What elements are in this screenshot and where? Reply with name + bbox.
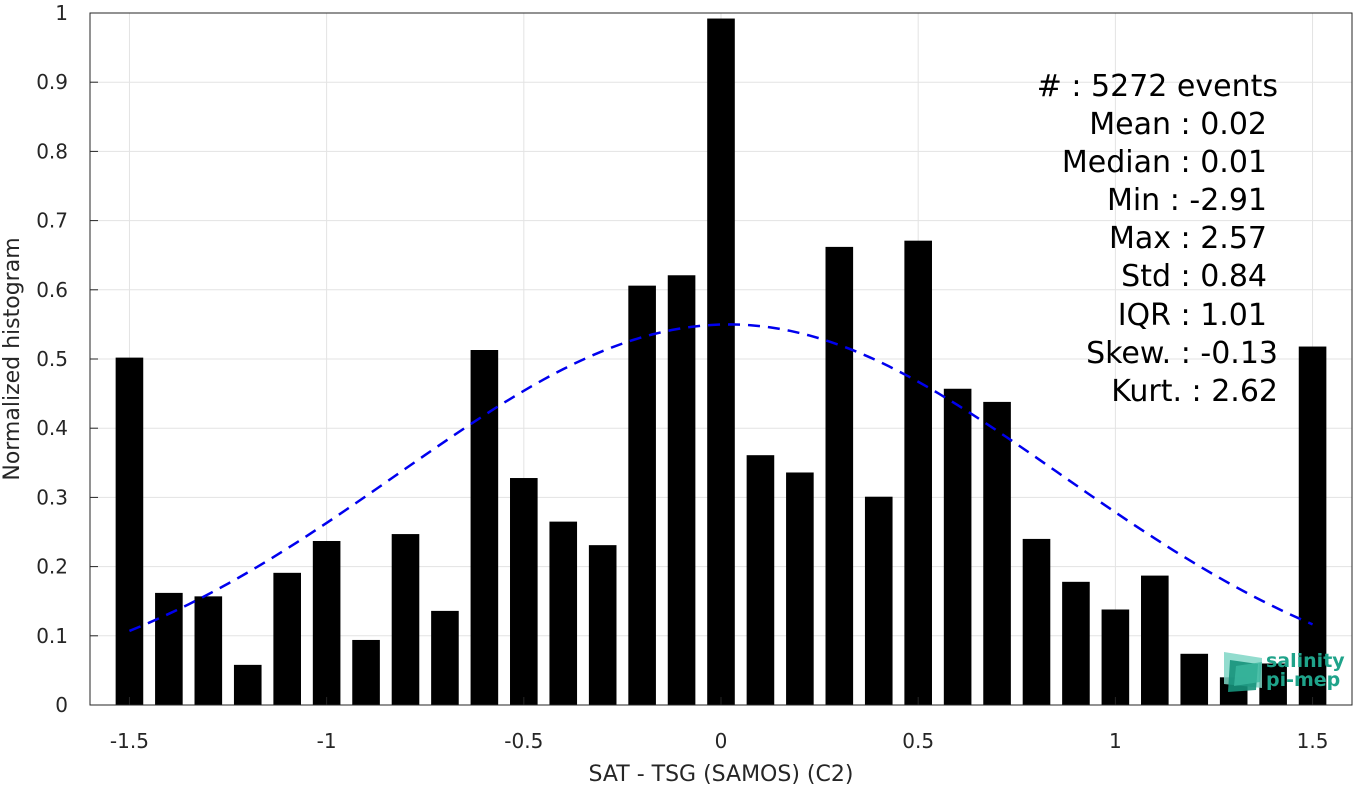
x-tick-label: 0 [715, 729, 728, 753]
stat-min: Min : -2.91 [1107, 183, 1267, 218]
x-tick-label: 0.5 [902, 729, 934, 753]
histogram-bar [786, 472, 814, 705]
statistics-box: # : 5272 events Mean : 0.02 Median : 0.0… [1037, 69, 1278, 409]
histogram-bar [1141, 575, 1169, 705]
x-axis-ticks: -1.5 -1 -0.5 0 0.5 1 1.5 [110, 697, 1329, 753]
histogram-bar [943, 388, 972, 705]
salinity-pimep-logo-icon [1224, 652, 1262, 692]
y-tick-label: 0 [55, 693, 68, 717]
histogram-bar [588, 545, 617, 705]
stat-mean: Mean : 0.02 [1089, 107, 1267, 142]
normal-fit-curve [128, 323, 1314, 633]
histogram-bar [510, 478, 538, 705]
stat-iqr: IQR : 1.01 [1118, 298, 1267, 333]
y-tick-label: 0.2 [36, 555, 68, 579]
histogram-bar [1298, 346, 1327, 705]
histogram-bar [667, 275, 696, 705]
logo-line-1: salinity [1266, 650, 1345, 672]
histogram-bar [352, 639, 380, 705]
y-tick-label: 0.5 [36, 347, 68, 371]
histogram-bar [1101, 609, 1130, 705]
y-axis-ticks: 0 0.1 0.2 0.3 0.4 0.5 0.6 0.7 0.8 0.9 1 [36, 1, 98, 717]
x-tick-label: -0.5 [504, 729, 543, 753]
salinity-pimep-logo: salinity pi-mep [1224, 650, 1345, 692]
y-tick-label: 0.7 [36, 209, 68, 233]
histogram-bar [825, 246, 854, 705]
histogram-bar [628, 285, 656, 705]
histogram-bar [746, 455, 775, 705]
histogram-bar [549, 521, 578, 705]
x-tick-label: -1 [317, 729, 337, 753]
x-tick-label: 1 [1109, 729, 1122, 753]
histogram-bar [391, 534, 420, 705]
histogram-bar [194, 596, 223, 705]
histogram-bar [431, 610, 459, 705]
histogram-bar [155, 592, 183, 705]
logo-line-2: pi-mep [1266, 669, 1340, 691]
histogram-bar [707, 18, 735, 705]
histogram-bar [983, 401, 1011, 705]
y-tick-label: 1 [55, 1, 68, 25]
y-tick-label: 0.9 [36, 70, 68, 94]
histogram-bar [904, 240, 932, 705]
histogram-bar [1259, 663, 1287, 705]
stat-max: Max : 2.57 [1109, 221, 1267, 256]
y-tick-label: 0.3 [36, 485, 68, 509]
stat-count: # : 5272 events [1037, 69, 1278, 104]
y-tick-label: 0.1 [36, 624, 68, 648]
histogram-bar [864, 496, 893, 705]
histogram-bar [233, 664, 262, 705]
histogram-bar [1180, 653, 1209, 705]
stat-skew: Skew. : -0.13 [1086, 336, 1278, 371]
x-tick-label: 1.5 [1297, 729, 1329, 753]
y-tick-label: 0.8 [36, 139, 68, 163]
histogram-bars [115, 18, 1327, 705]
histogram-bar [312, 540, 341, 705]
histogram-bar [1062, 581, 1090, 705]
histogram-bar [115, 357, 144, 705]
y-axis-label: Normalized histogram [0, 237, 25, 480]
stat-kurt: Kurt. : 2.62 [1111, 374, 1278, 409]
histogram-bar [470, 350, 499, 705]
histogram-bar [1022, 538, 1051, 705]
histogram-bar [273, 572, 301, 705]
stat-median: Median : 0.01 [1062, 145, 1267, 180]
y-tick-label: 0.4 [36, 416, 68, 440]
x-tick-label: -1.5 [110, 729, 149, 753]
y-tick-label: 0.6 [36, 278, 68, 302]
stat-std: Std : 0.84 [1121, 259, 1267, 294]
x-axis-label: SAT - TSG (SAMOS) (C2) [589, 762, 854, 785]
